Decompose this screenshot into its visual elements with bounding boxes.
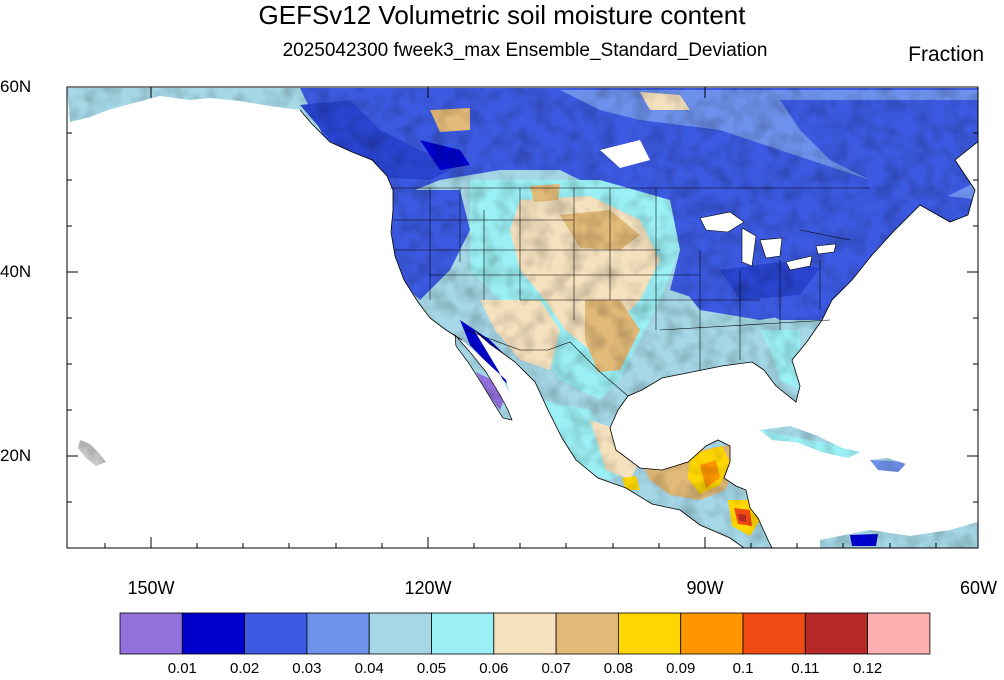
lon-label-120w: 120W	[404, 578, 452, 598]
colorbar-tick-label: 0.06	[479, 660, 509, 677]
colorbar-tick-label: 0.04	[354, 660, 384, 677]
colorbar-swatch	[244, 612, 308, 655]
colorbar-swatch	[431, 612, 495, 655]
units-label: Fraction	[908, 43, 984, 66]
chart-title: GEFSv12 Volumetric soil moisture content	[258, 0, 746, 30]
colorbar-swatch	[181, 612, 246, 655]
colorbar-tick-label: 0.03	[292, 660, 322, 677]
lon-label-90w: 90W	[686, 578, 724, 598]
lat-label-60n: 60N	[0, 77, 32, 96]
colorbar-swatch	[368, 612, 432, 655]
colorbar-tick-label: 0.08	[603, 660, 633, 677]
colorbar-tick-label: 0.11	[791, 660, 820, 677]
colorbar-swatch	[493, 612, 557, 655]
colorbar-tick-label: 0.09	[666, 660, 696, 677]
colorbar-tick-label: 0.01	[167, 660, 197, 677]
colorbar-swatch	[555, 612, 619, 655]
chart-subtitle: 2025042300 fweek3_max Ensemble_Standard_…	[282, 40, 768, 61]
colorbar-tick-label: 0.12	[852, 660, 883, 677]
colorbar-tick-label: 0.02	[229, 660, 260, 677]
lon-label-150w: 150W	[127, 578, 175, 598]
colorbar-swatch	[306, 612, 370, 655]
lat-label-20n: 20N	[0, 446, 32, 465]
colorbar	[119, 612, 931, 655]
colorbar-swatch	[119, 612, 183, 655]
lon-label-60w: 60W	[960, 578, 998, 598]
colorbar-swatch	[867, 612, 931, 655]
colorbar-swatch	[742, 612, 806, 655]
colorbar-tick-label: 0.1	[732, 660, 754, 677]
lat-label-40n: 40N	[0, 262, 32, 281]
colorbar-swatch	[680, 612, 744, 655]
colorbar-tick-label: 0.07	[541, 660, 571, 677]
colorbar-swatch	[804, 612, 868, 655]
colorbar-swatch	[618, 612, 682, 655]
colorbar-tick-label: 0.05	[416, 660, 447, 677]
